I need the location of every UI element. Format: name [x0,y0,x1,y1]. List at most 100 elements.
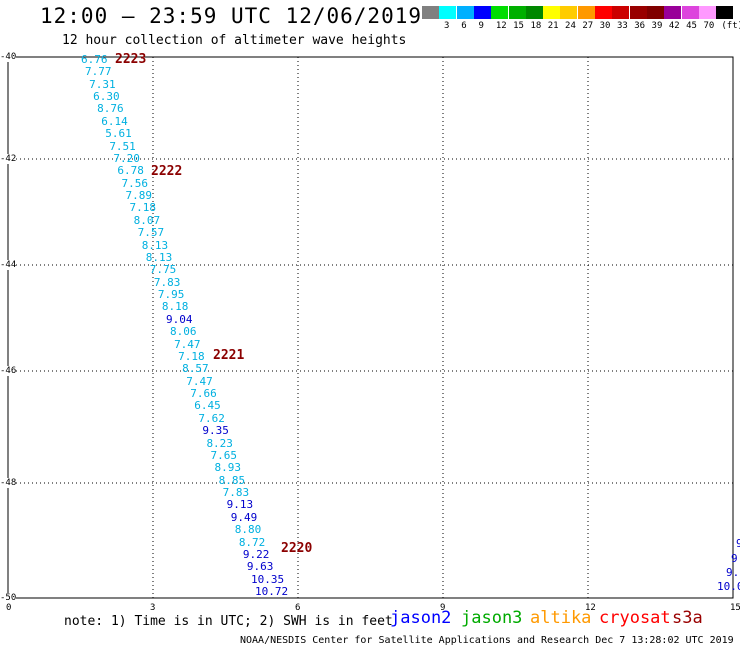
edge-wave-height-point: 9.2 [726,566,740,579]
legend-swatch [577,6,595,19]
credit-line: NOAA/NESDIS Center for Satellite Applica… [240,635,734,646]
wave-height-point: 7.51 [109,139,136,153]
legend-label: 24 [565,21,576,31]
lon-tick-label: 0 [6,603,12,613]
legend-unit: (ft) [721,21,740,31]
edge-wave-height-point: 10.0 [717,580,740,593]
legend-swatch [716,6,734,19]
legend-label: 15 [513,21,524,31]
wave-height-point: 8.13 [141,238,169,252]
legend-swatch [525,6,543,19]
wave-height-point: 7.89 [125,189,153,203]
lat-tick-label: -46 [0,366,17,376]
map-grid [7,56,734,599]
legend-swatch [508,6,526,19]
wave-height-point: 7.57 [137,226,165,240]
legend-label: 33 [616,21,628,31]
edge-wave-height-point: 9 [736,537,740,550]
wave-height-point: 7.18 [129,201,157,215]
wave-height-point: 8.06 [170,325,197,339]
legend-label: 12 [495,21,507,31]
legend-swatch [543,6,561,19]
wave-height-point: 9.13 [226,498,254,512]
wave-height-point: 7.56 [121,176,148,190]
legend-label: 70 [703,21,715,31]
lat-tick-label: -44 [0,260,17,270]
wave-height-point: 7.20 [113,151,140,165]
lon-tick-label: 15 [730,603,740,613]
lat-tick-label: -48 [0,478,17,488]
wave-height-point: 8.18 [161,300,189,314]
lat-tick-label: -50 [0,593,17,603]
legend-swatch [681,6,699,19]
satellite-name: cryosat [599,608,671,628]
wave-height-point: 8.80 [234,523,262,537]
page-title: 12:00 – 23:59 UTC 12/06/2019 [40,4,423,28]
legend-label: 3 [443,21,450,31]
wave-height-point: 9.22 [242,547,270,561]
map-frame [7,56,734,599]
wave-height-point: 7.95 [157,288,185,302]
wave-height-point: 8.57 [182,362,209,376]
wave-height-point: 7.83 [222,486,250,500]
wave-height-point: 9.63 [246,560,274,574]
legend-label: 30 [599,21,611,31]
wave-height-point: 9.04 [165,312,193,326]
pass-number-label: 2220 [281,541,313,556]
legend-swatch [560,6,578,19]
wave-height-point: 10.72 [255,585,289,598]
wave-height-point: 8.13 [145,250,173,264]
legend-swatch [439,6,457,19]
wave-height-point: 7.47 [186,374,213,388]
lat-tick-label: -42 [0,154,17,164]
wave-height-point: 8.07 [133,213,161,227]
legend-swatch [612,6,630,19]
satellite-name: jason2 [390,608,452,628]
legend-label: 27 [582,21,594,31]
legend-label: 36 [634,21,646,31]
wave-height-point: 7.83 [153,275,181,289]
wave-height-point: 6.30 [93,90,120,104]
satellite-name: s3a [672,608,703,628]
legend-label: 6 [461,21,467,31]
legend-label: 45 [686,21,697,31]
wave-height-point: 7.66 [190,387,217,401]
wave-height-point: 6.78 [117,164,144,178]
wave-height-point: 8.93 [214,461,242,475]
legend-swatch [595,6,612,19]
wave-height-point: 8.72 [238,535,266,549]
lat-tick-label: -40 [0,52,17,62]
wave-height-point: 7.47 [174,337,201,351]
pass-number-label: 2222 [151,164,183,179]
legend-label: 9 [478,21,484,31]
wave-height-point: 9.49 [230,510,258,524]
legend-swatch [698,6,716,19]
legend-swatch [629,6,647,19]
wave-height-point: 6.45 [194,399,221,413]
wave-height-point: 9.35 [202,424,229,438]
page-subtitle: 12 hour collection of altimeter wave hei… [62,33,407,48]
legend-swatch [456,6,474,19]
lon-tick-label: 9 [440,603,446,613]
wave-height-point: 10.35 [250,572,285,586]
lon-tick-label: 6 [295,603,301,613]
legend-label: 42 [668,21,680,31]
wave-height-point: 8.76 [97,102,124,116]
legend-label: 21 [547,21,559,31]
wave-height-point: 8.23 [206,436,233,450]
legend-label: 18 [530,21,542,31]
legend-swatch [422,6,439,19]
wave-height-point: 7.18 [178,349,205,363]
wave-height-point: 7.65 [210,448,237,462]
legend-swatch [664,6,682,19]
wave-height-point: 7.75 [149,263,177,277]
wave-height-point: 7.31 [89,77,116,91]
wave-height-point: 6.14 [101,114,128,128]
satellite-name: jason3 [461,608,523,628]
pass-number-label: 2223 [115,52,147,67]
satellite-name: altika [530,608,592,628]
lon-tick-label: 3 [150,603,156,613]
wave-height-point: 7.77 [85,65,112,79]
legend-swatch [473,6,491,19]
